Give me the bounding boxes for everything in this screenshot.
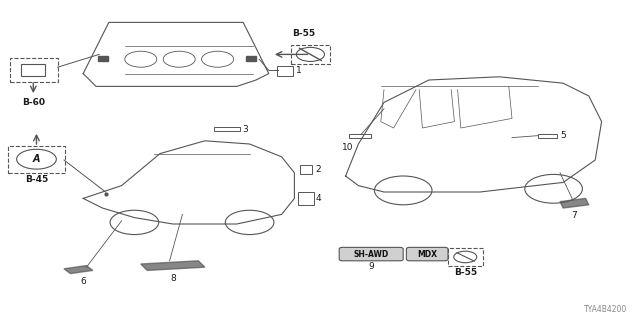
Text: 6: 6 [81,277,86,286]
Text: 2: 2 [315,165,321,174]
Text: B-45: B-45 [25,175,48,184]
Text: 10: 10 [342,143,353,152]
Text: 1: 1 [296,66,301,75]
Bar [214,127,240,131]
Bar [277,66,293,76]
Text: SH-AWD: SH-AWD [353,250,389,259]
FancyBboxPatch shape [339,247,403,261]
Text: B-60: B-60 [22,98,45,107]
Bar [8,146,65,173]
Text: 7: 7 [572,211,577,220]
Text: B-55: B-55 [292,29,315,38]
Text: 9: 9 [369,262,374,271]
Text: TYA4B4200: TYA4B4200 [584,305,627,314]
Text: 4: 4 [316,194,321,203]
Polygon shape [560,198,589,208]
Bar [98,56,108,61]
Bar [298,192,314,205]
Text: A: A [33,154,40,164]
Bar [448,248,483,266]
Text: 8: 8 [170,274,175,283]
Text: 5: 5 [560,131,566,140]
Bar [349,134,371,138]
Text: B-55: B-55 [454,268,477,277]
Bar [538,134,557,138]
Bar [246,56,256,61]
Text: MDX: MDX [417,250,437,259]
Bar [21,64,45,76]
Polygon shape [141,261,205,270]
Bar [10,58,58,82]
Bar [300,165,312,174]
Polygon shape [64,266,93,274]
FancyBboxPatch shape [406,247,448,261]
Bar [291,45,330,64]
Text: 3: 3 [242,125,248,134]
